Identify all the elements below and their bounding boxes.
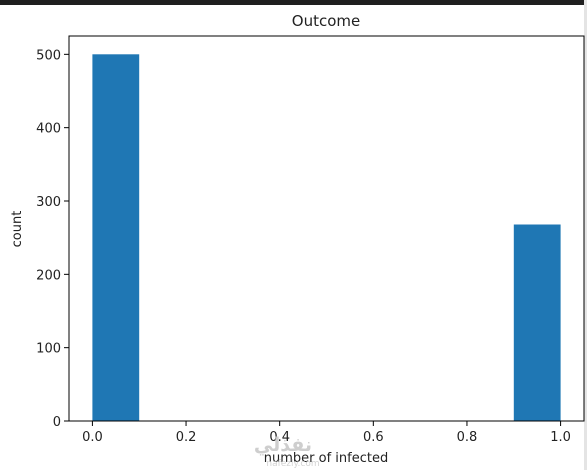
chart-title: Outcome (292, 12, 360, 30)
x-tick-label: 0.4 (269, 430, 290, 445)
plot-frame (68, 35, 585, 422)
top-border (0, 0, 587, 5)
y-axis-label: count (10, 211, 25, 248)
y-tick-label: 100 (36, 342, 61, 357)
y-tick-label: 0 (53, 415, 61, 430)
x-tick-label: 0.8 (457, 430, 478, 445)
x-tick-label: 1.0 (550, 430, 571, 445)
x-tick-label: 0.6 (363, 430, 384, 445)
y-tick-label: 300 (36, 195, 61, 210)
watermark-sub-text: nafezly.com (266, 459, 319, 469)
y-tick-label: 200 (36, 268, 61, 283)
right-scrollbar-edge (584, 0, 587, 470)
histogram-bar-0 (92, 54, 140, 422)
x-tick-label: 0.2 (176, 430, 197, 445)
y-tick-label: 500 (36, 48, 61, 63)
y-ticks-group: 0 100 200 300 400 500 (36, 48, 69, 430)
histogram-bar-1 (513, 224, 561, 421)
x-ticks-group: 0.0 0.2 0.4 0.6 0.8 1.0 (82, 421, 571, 445)
bars-group (92, 54, 561, 422)
y-tick-label: 400 (36, 122, 61, 137)
x-tick-label: 0.0 (82, 430, 103, 445)
watermark: نفذلي nafezly.com (254, 434, 320, 469)
x-axis-label: number of infected (264, 451, 388, 466)
watermark-logo-text: نفذلي (254, 434, 312, 456)
